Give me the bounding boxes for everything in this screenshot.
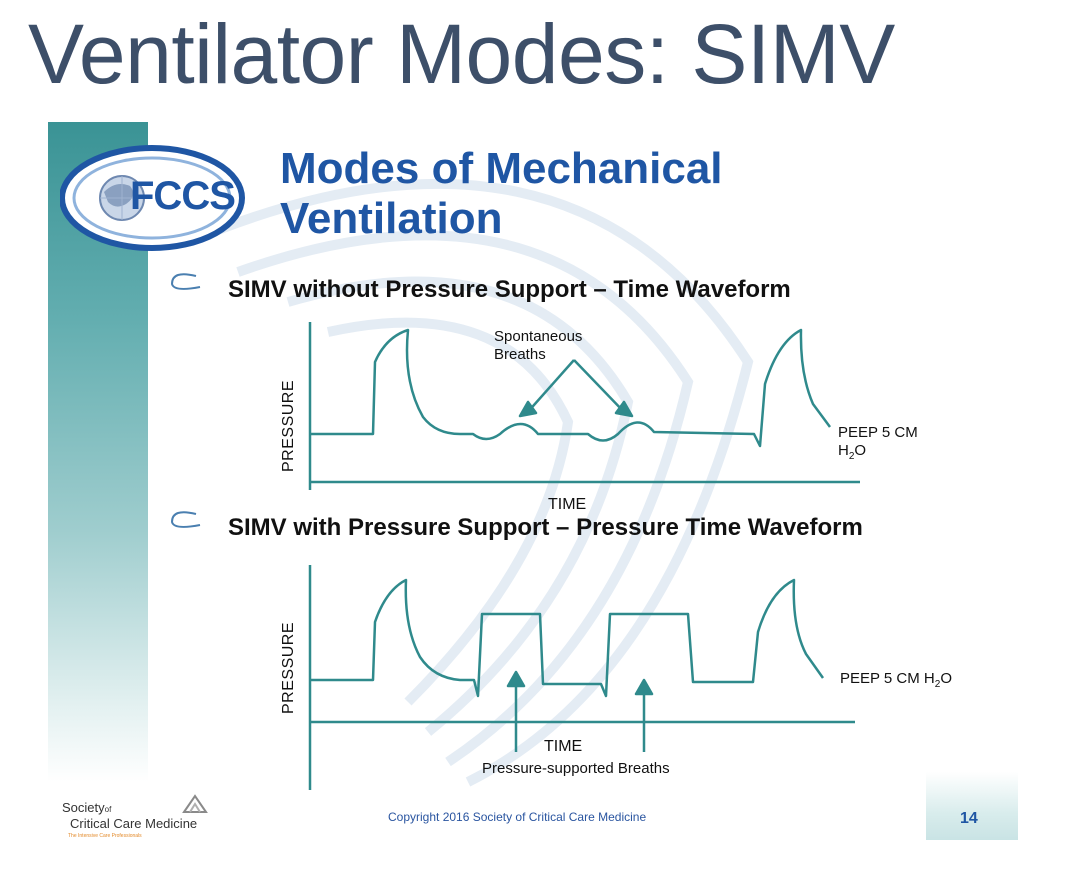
panel1-subheading: SIMV without Pressure Support – Time Wav… bbox=[228, 276, 791, 303]
background-arcs bbox=[186, 178, 754, 787]
copyright: Copyright 2016 Society of Critical Care … bbox=[388, 810, 647, 824]
annotation-arrow bbox=[573, 359, 627, 415]
panel1-peep-line2: H2O bbox=[838, 442, 867, 462]
slide-heading: Modes of Mechanical Ventilation bbox=[280, 144, 723, 244]
annotation-line2: Breaths bbox=[494, 346, 546, 363]
panel1-x-label: TIME bbox=[548, 496, 587, 513]
fccs-logo bbox=[60, 145, 245, 251]
panel2-x-label: TIME bbox=[544, 738, 583, 755]
slide-title: Ventilator Modes: SIMV bbox=[28, 7, 895, 101]
waveform-diagram bbox=[308, 322, 860, 790]
arrow-head bbox=[518, 400, 538, 418]
annotation-line1: Spontaneous bbox=[494, 328, 583, 345]
arrow-head bbox=[634, 678, 654, 696]
bullet-icon bbox=[170, 511, 201, 528]
page-number: 14 bbox=[960, 810, 978, 827]
footer-tagline: The Intensive Care Professionals bbox=[68, 833, 142, 839]
panel1-peep-line1: PEEP 5 CM bbox=[838, 424, 918, 441]
heading-line2: Ventilation bbox=[280, 194, 503, 243]
slide-image: FCCS Modes of Mechanical Ventilation SIM… bbox=[48, 122, 1018, 840]
heading-line1: Modes of Mechanical bbox=[280, 144, 723, 193]
annotation-arrow bbox=[525, 359, 575, 415]
panel1-y-label: PRESSURE bbox=[280, 379, 297, 472]
panel2-y-label: PRESSURE bbox=[280, 621, 297, 714]
panel1-pressure-waveform bbox=[310, 328, 832, 448]
bullet-icon bbox=[170, 273, 201, 290]
panel2-subheading: SIMV with Pressure Support – Pressure Ti… bbox=[228, 514, 863, 541]
footer-org-line2: Critical Care Medicine bbox=[70, 816, 198, 831]
globe-icon bbox=[99, 175, 145, 221]
logo-text: FCCS bbox=[130, 174, 236, 218]
panel2-annotation: Pressure-supported Breaths bbox=[482, 760, 670, 777]
arrow-head bbox=[506, 670, 526, 688]
footer-org-line1: Societyof bbox=[62, 800, 112, 815]
arrow-head bbox=[614, 400, 634, 418]
panel2-pressure-waveform bbox=[310, 578, 825, 698]
sccm-logo-icon bbox=[182, 794, 208, 813]
page-number-box bbox=[926, 772, 1018, 840]
panel2-peep: PEEP 5 CM H2O bbox=[840, 670, 952, 690]
